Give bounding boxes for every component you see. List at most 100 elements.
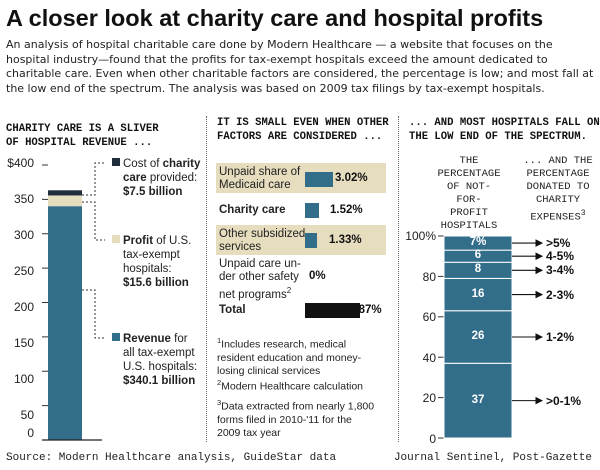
note-2-line1: Modern Healthcare calculation (221, 380, 363, 393)
legend-profit: Profit of U.S. tax-exempt hospitals: $15… (123, 234, 203, 290)
legend-swatch-profit (112, 235, 120, 243)
panel1-heading-line1: CHARITY CARE IS A SLIVER (6, 123, 159, 135)
note-1-line2: resident education and money- (217, 351, 362, 364)
p2-label-total-line1: Total (219, 304, 246, 316)
p3-col2-line1: ... AND THE (523, 155, 593, 167)
p2-bar-charity (305, 203, 320, 218)
p2-label-charity: Charity care (219, 204, 285, 217)
note-2: 2Modern Healthcare calculation (217, 376, 397, 394)
p3-tick-40: 40 (422, 351, 436, 365)
p2-bar-other (305, 233, 318, 248)
legend-revenue: Revenue for all tax-exempt U.S. hospital… (123, 332, 203, 388)
legend-charity-value: $7.5 billion (123, 186, 183, 198)
panel3-heading-line1: ... AND MOST HOSPITALS FALL ON (409, 117, 600, 129)
p3-tick-60: 60 (422, 310, 436, 324)
p3-category-label: >0-1% (546, 393, 582, 408)
legend-charity-line2: provided: (146, 172, 198, 184)
p3-col1-head: THE PERCENTAGE OF NOT-FOR- PROFIT HOSPIT… (436, 155, 502, 246)
p2-label-other: Other subsidized services (219, 228, 305, 254)
legend-charity: Cost of charity care provided: $7.5 bill… (123, 157, 203, 199)
p1-tick-400: $400 (7, 156, 34, 170)
p3-segment-label: 37 (471, 393, 485, 406)
p3-segment-label: 16 (471, 287, 485, 300)
panel3-heading-line2: THE LOW END OF THE SPECTRUM. (409, 131, 588, 143)
p1-connector-profit (82, 201, 105, 241)
p3-col1-line1: THE (459, 155, 479, 167)
footer-credit: Journal Sentinel, Post-Gazette (393, 452, 592, 464)
intro-text: An analysis of hospital charitable care … (6, 38, 594, 95)
p2-bar-total (305, 303, 360, 318)
p3-tick-0: 0 (429, 432, 436, 446)
p1-connector-charity (82, 162, 105, 196)
p2-label-total: Total (219, 304, 246, 317)
divider-left (206, 116, 207, 442)
p2-label-medicaid-line2: Medicaid care (219, 179, 291, 191)
p2-value-safety: 0% (309, 270, 326, 282)
note-3-sup: 3 (217, 398, 222, 407)
p3-category-label: >5% (546, 236, 571, 251)
p3-col2-sup: 3 (580, 209, 586, 218)
legend-revenue-line1: for (170, 333, 188, 345)
p3-col2-line4: CHARITY (535, 194, 581, 206)
p1-tick-200: 200 (13, 300, 34, 314)
legend-revenue-value: $340.1 billion (123, 375, 196, 387)
p2-label-other-line2: services (219, 241, 262, 253)
note-1-sup: 1 (217, 336, 222, 345)
p2-value-medicaid: 3.02% (335, 172, 368, 184)
panel1-heading-line2: OF HOSPITAL REVENUE ... (6, 137, 153, 149)
panel3-heading: ... AND MOST HOSPITALS FALL ON THE LOW E… (409, 116, 600, 144)
p1-tick-350: 350 (13, 192, 34, 206)
p3-segment-label: 8 (474, 263, 482, 276)
p1-tick-50: 50 (20, 408, 34, 422)
p3-col2-line2: PERCENTAGE (526, 168, 590, 180)
legend-swatch-revenue (112, 333, 120, 341)
p2-label-other-line1: Other subsidized (219, 228, 306, 240)
p2-label-medicaid: Unpaid share of Medicaid care (219, 166, 300, 192)
p1-tick-100: 100 (13, 372, 34, 386)
p3-arrows (512, 239, 544, 405)
p2-value-charity: 1.52% (330, 204, 363, 216)
p2-row-bg-other (216, 225, 386, 255)
p1-tick-300: 300 (13, 228, 34, 242)
p3-segment-label: 6 (474, 249, 482, 262)
p1-tick-0: 0 (27, 426, 34, 440)
p1-bar-profit (48, 195, 82, 207)
note-3: 3Data extracted from nearly 1,800 forms … (217, 396, 397, 440)
legend-charity-line2-bold: care (123, 172, 147, 184)
panel1-heading: CHARITY CARE IS A SLIVER OF HOSPITAL REV… (6, 122, 159, 150)
legend-charity-bold: charity (162, 158, 201, 170)
p2-label-safety-line1: Unpaid care un- (219, 258, 301, 270)
legend-revenue-line2: all tax-exempt (123, 347, 195, 359)
note-1-line1: Includes research, medical (221, 338, 347, 351)
note-3-line3: 2009 tax year (217, 426, 281, 439)
legend-profit-bold: Profit (123, 235, 154, 247)
p3-col2-head: ... AND THE PERCENTAGE DONATED TO CHARIT… (520, 155, 596, 225)
p3-col1-line3: OF NOT-FOR- (446, 181, 492, 206)
p1-bar-revenue (48, 206, 82, 440)
p2-label-safety-sup: 2 (286, 286, 292, 295)
page-title: A closer look at charity care and hospit… (6, 5, 544, 31)
p3-tick-80: 80 (422, 270, 436, 284)
note-2-sup: 2 (217, 378, 222, 387)
note-3-line2: forms filed in 2010-'11 for the (217, 413, 352, 426)
p3-col2-line3: DONATED TO (526, 181, 590, 193)
p3-col1-line4: PROFIT (450, 207, 488, 219)
p3-segment-label: 7% (469, 236, 487, 249)
panel2-heading: IT IS SMALL EVEN WHEN OTHER FACTORS ARE … (217, 116, 389, 144)
legend-revenue-line3: U.S. hospitals: (123, 361, 198, 373)
p2-label-safety-line2: der other safety (219, 271, 299, 283)
divider-right (398, 116, 399, 442)
legend-charity-prefix: Cost of (123, 158, 163, 170)
p3-category-label: 2-3% (546, 287, 575, 302)
p2-row-bg-medicaid (216, 163, 386, 193)
footer-source: Source: Modern Healthcare analysis, Guid… (6, 452, 337, 464)
panel2-heading-line2: FACTORS ARE CONSIDERED ... (217, 131, 383, 143)
p2-label-safety-line3: net programs (219, 288, 287, 301)
p3-tick-100: 100% (405, 229, 436, 243)
p3-segment (443, 277, 513, 312)
note-1: 1Includes research, medical resident edu… (217, 334, 397, 378)
p3-col2-line5: EXPENSES (530, 211, 581, 224)
p2-label-safety-net: Unpaid care un- der other safety net pro… (219, 258, 301, 302)
